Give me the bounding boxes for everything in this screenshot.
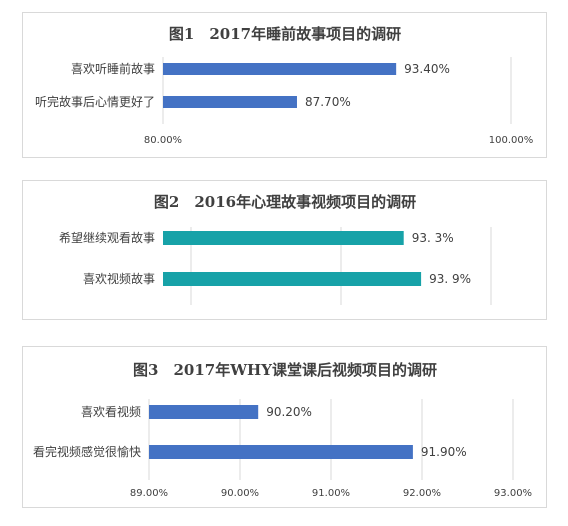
chart-3-tick-label-5: 93.00% xyxy=(494,488,532,499)
chart-3-bar-1 xyxy=(149,405,259,419)
chart-3-category-label-2: 看完视频感觉很愉快 xyxy=(33,444,141,459)
chart-panel-1: 图1 2017年睡前故事项目的调研喜欢听睡前故事 93.40% 听完故事后心情更好了… xyxy=(22,12,547,158)
chart-3-tick-label-3: 91.00% xyxy=(312,488,350,499)
chart-1-data-label-2: 87.70% xyxy=(305,95,351,109)
chart-3-title: 图3 2017年WHY课堂课后视频项目的调研 xyxy=(133,361,437,379)
chart-3-data-label-2: 91.90% xyxy=(421,445,467,459)
chart-3-tick-label-2: 90.00% xyxy=(221,488,259,499)
chart-panel-3: 图3 2017年WHY课堂课后视频项目的调研喜欢看视频 90.20% 看完视频感觉很… xyxy=(22,346,547,508)
chart-1-bar-2 xyxy=(163,96,297,108)
chart-2-bar-1 xyxy=(163,231,404,245)
chart-1-data-label-1: 93.40% xyxy=(404,62,450,76)
chart-2-data-label-2: 93. 9% xyxy=(429,272,471,286)
chart-2-title: 图2 2016年心理故事视频项目的调研 xyxy=(154,193,416,211)
chart-1-category-label-1: 喜欢听睡前故事 xyxy=(71,61,155,76)
chart-1-tick-label-2: 100.00% xyxy=(489,135,534,146)
chart-1-title: 图1 2017年睡前故事项目的调研 xyxy=(169,25,401,43)
chart-2-bar-2 xyxy=(163,272,422,286)
chart-3-tick-label-1: 89.00% xyxy=(130,488,168,499)
chart-1-bar-1 xyxy=(163,63,397,75)
chart-1-tick-label-1: 80.00% xyxy=(144,135,182,146)
chart-3-bar-2 xyxy=(149,445,413,459)
chart-1-category-label-2: 听完故事后心情更好了 xyxy=(35,94,155,109)
chart-3-tick-label-4: 92.00% xyxy=(403,488,441,499)
chart-2-category-label-2: 喜欢视频故事 xyxy=(83,271,155,286)
chart-panel-2: 图2 2016年心理故事视频项目的调研希望继续观看故事 93. 3% 喜欢视频故事 9… xyxy=(22,180,547,320)
chart-3-category-label-1: 喜欢看视频 xyxy=(81,404,141,419)
chart-2-data-label-1: 93. 3% xyxy=(412,231,454,245)
chart-2-category-label-1: 希望继续观看故事 xyxy=(59,230,155,245)
chart-3-data-label-1: 90.20% xyxy=(266,405,312,419)
